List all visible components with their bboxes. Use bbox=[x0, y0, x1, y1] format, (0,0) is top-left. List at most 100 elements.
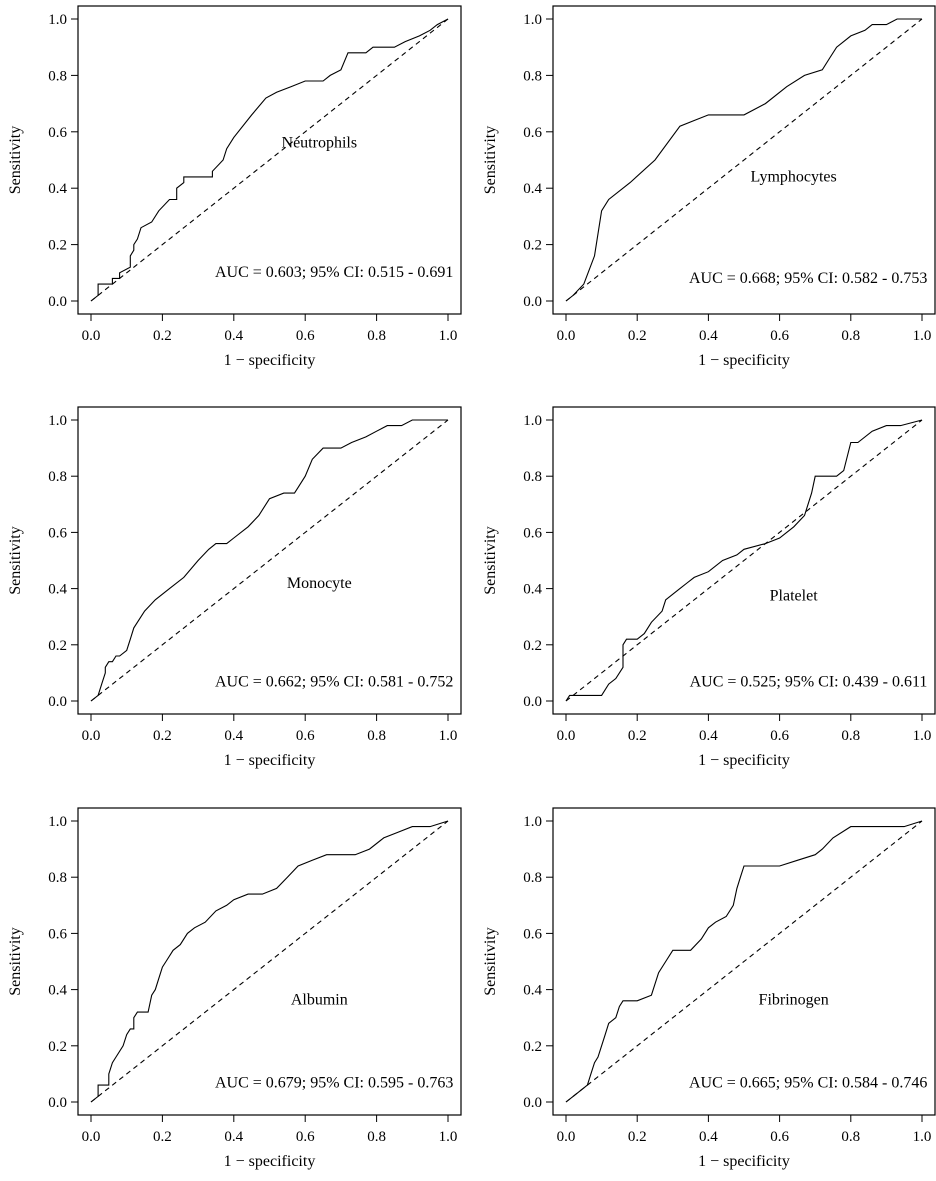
variable-label: Neutrophils bbox=[282, 135, 358, 152]
y-tick-label: 0.4 bbox=[48, 181, 67, 197]
x-tick-label: 0.6 bbox=[770, 328, 789, 344]
x-tick-label: 0.0 bbox=[82, 328, 101, 344]
x-tick-label: 0.8 bbox=[841, 728, 860, 744]
x-axis-title: 1 − specificity bbox=[698, 752, 790, 769]
x-tick-label: 0.2 bbox=[628, 328, 647, 344]
roc-curve-line bbox=[90, 820, 449, 1103]
y-tick-label: 1.0 bbox=[523, 814, 542, 830]
plot-frame bbox=[552, 807, 936, 1116]
x-axis-title: 1 − specificity bbox=[224, 752, 316, 769]
x-tick-label: 0.6 bbox=[296, 1129, 315, 1145]
x-tick-label: 0.8 bbox=[841, 328, 860, 344]
x-tick-label: 1.0 bbox=[439, 328, 458, 344]
y-tick-label: 0.8 bbox=[48, 870, 67, 886]
auc-annotation: AUC = 0.679; 95% CI: 0.595 - 0.763 bbox=[215, 1074, 453, 1091]
x-tick-label: 0.8 bbox=[841, 1129, 860, 1145]
auc-annotation: AUC = 0.603; 95% CI: 0.515 - 0.691 bbox=[215, 264, 453, 281]
x-tick-label: 0.6 bbox=[770, 728, 789, 744]
y-tick-label: 0.4 bbox=[523, 181, 542, 197]
y-axis-title: Sensitivity bbox=[7, 526, 24, 594]
roc-panel-neutrophils: 0.0 0.2 0.4 0.6 0.8 1.0 0.0 0.2 0.4 0.6 0.8 1.0 1 − … bbox=[7, 5, 462, 369]
x-tick-label: 1.0 bbox=[439, 1129, 458, 1145]
x-tick-label: 0.4 bbox=[224, 1129, 243, 1145]
x-tick-label: 0.6 bbox=[296, 728, 315, 744]
auc-annotation: AUC = 0.668; 95% CI: 0.582 - 0.753 bbox=[689, 270, 927, 287]
x-tick-label: 0.0 bbox=[557, 728, 576, 744]
x-tick-label: 0.4 bbox=[699, 328, 718, 344]
y-tick-label: 0.2 bbox=[48, 1039, 67, 1055]
x-tick-label: 0.4 bbox=[224, 728, 243, 744]
x-tick-label: 0.8 bbox=[367, 328, 386, 344]
reference-diagonal-line bbox=[565, 18, 923, 302]
y-axis-title: Sensitivity bbox=[482, 526, 499, 594]
x-tick-label: 1.0 bbox=[439, 728, 458, 744]
roc-panel-monocyte: 0.0 0.2 0.4 0.6 0.8 1.0 0.0 0.2 0.4 0.6 0.8 1.0 1 − … bbox=[7, 406, 462, 769]
y-tick-label: 1.0 bbox=[48, 12, 67, 28]
roc-panel-lymphocytes: 0.0 0.2 0.4 0.6 0.8 1.0 0.0 0.2 0.4 0.6 0.8 1.0 1 − … bbox=[482, 5, 936, 369]
reference-diagonal-line bbox=[90, 18, 449, 302]
variable-label: Fibrinogen bbox=[759, 991, 829, 1008]
y-tick-label: 0.4 bbox=[48, 582, 67, 598]
variable-label: Platelet bbox=[770, 587, 819, 604]
x-tick-label: 0.6 bbox=[296, 328, 315, 344]
x-tick-label: 1.0 bbox=[913, 728, 932, 744]
y-tick-label: 0.4 bbox=[523, 983, 542, 999]
y-tick-label: 0.0 bbox=[523, 294, 542, 310]
variable-label: Albumin bbox=[291, 991, 348, 1008]
y-axis-title: Sensitivity bbox=[482, 126, 499, 194]
roc-panel-albumin: 0.0 0.2 0.4 0.6 0.8 1.0 0.0 0.2 0.4 0.6 0.8 1.0 1 − … bbox=[7, 807, 462, 1170]
auc-annotation: AUC = 0.662; 95% CI: 0.581 - 0.752 bbox=[215, 673, 453, 690]
y-tick-label: 1.0 bbox=[48, 814, 67, 830]
x-tick-label: 0.2 bbox=[628, 1129, 647, 1145]
variable-label: Monocyte bbox=[287, 575, 352, 592]
x-tick-label: 0.8 bbox=[367, 1129, 386, 1145]
x-tick-label: 0.4 bbox=[699, 1129, 718, 1145]
y-tick-label: 0.2 bbox=[48, 638, 67, 654]
y-tick-label: 1.0 bbox=[523, 413, 542, 429]
x-tick-label: 0.0 bbox=[82, 1129, 101, 1145]
x-axis-title: 1 − specificity bbox=[698, 1153, 790, 1170]
x-tick-label: 0.2 bbox=[153, 1129, 172, 1145]
auc-annotation: AUC = 0.665; 95% CI: 0.584 - 0.746 bbox=[689, 1074, 927, 1091]
plot-frame bbox=[552, 406, 936, 715]
plot-frame bbox=[77, 406, 462, 715]
roc-curve-line bbox=[90, 18, 449, 302]
y-tick-label: 0.8 bbox=[48, 68, 67, 84]
variable-label: Lymphocytes bbox=[751, 169, 837, 186]
x-tick-label: 1.0 bbox=[913, 328, 932, 344]
reference-diagonal-line bbox=[90, 820, 449, 1103]
x-tick-label: 0.0 bbox=[557, 328, 576, 344]
roc-curve-line bbox=[90, 419, 448, 702]
x-tick-label: 0.2 bbox=[153, 328, 172, 344]
plot-frame bbox=[77, 807, 462, 1116]
y-tick-label: 0.8 bbox=[523, 68, 542, 84]
y-tick-label: 0.6 bbox=[523, 926, 542, 942]
roc-curve-line bbox=[565, 18, 922, 302]
y-tick-label: 0.8 bbox=[523, 870, 542, 886]
y-tick-label: 0.2 bbox=[48, 238, 67, 254]
plot-frame bbox=[552, 5, 936, 315]
y-tick-label: 1.0 bbox=[48, 413, 67, 429]
x-tick-label: 0.0 bbox=[82, 728, 101, 744]
x-axis-title: 1 − specificity bbox=[224, 352, 316, 369]
roc-curve-line bbox=[565, 820, 923, 1103]
y-tick-label: 0.2 bbox=[523, 638, 542, 654]
y-axis-title: Sensitivity bbox=[7, 927, 24, 995]
x-tick-label: 0.2 bbox=[628, 728, 647, 744]
x-tick-label: 0.2 bbox=[153, 728, 172, 744]
y-tick-label: 0.2 bbox=[523, 238, 542, 254]
roc-curve-line bbox=[565, 419, 923, 702]
reference-diagonal-line bbox=[565, 820, 923, 1103]
y-axis-title: Sensitivity bbox=[7, 126, 24, 194]
y-tick-label: 0.0 bbox=[523, 694, 542, 710]
y-tick-label: 0.0 bbox=[48, 694, 67, 710]
reference-diagonal-line bbox=[90, 419, 449, 702]
x-tick-label: 0.8 bbox=[367, 728, 386, 744]
x-axis-title: 1 − specificity bbox=[698, 352, 790, 369]
y-tick-label: 0.0 bbox=[48, 1095, 67, 1111]
y-tick-label: 0.6 bbox=[48, 525, 67, 541]
x-axis-title: 1 − specificity bbox=[224, 1153, 316, 1170]
x-tick-label: 1.0 bbox=[913, 1129, 932, 1145]
y-tick-label: 0.0 bbox=[523, 1095, 542, 1111]
